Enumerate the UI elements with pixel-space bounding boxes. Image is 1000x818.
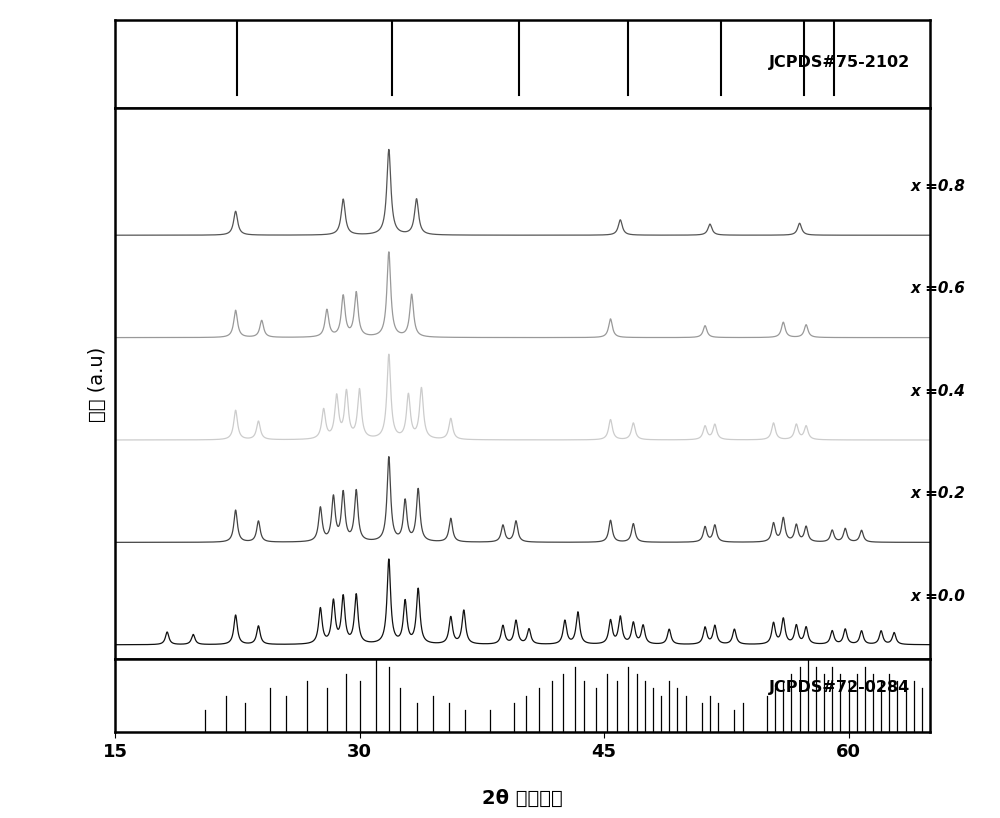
Text: x =0.2: x =0.2	[910, 486, 965, 501]
Text: x =0.8: x =0.8	[910, 179, 965, 194]
Text: x =0.6: x =0.6	[910, 281, 965, 296]
Y-axis label: 角度 (a.u): 角度 (a.u)	[88, 346, 107, 421]
Text: JCPDS#72-0284: JCPDS#72-0284	[768, 680, 910, 694]
Text: x =0.4: x =0.4	[910, 384, 965, 398]
Text: JCPDS#75-2102: JCPDS#75-2102	[768, 55, 910, 70]
Text: x =0.0: x =0.0	[910, 588, 965, 604]
Text: 2θ （角度）: 2θ （角度）	[482, 789, 562, 808]
